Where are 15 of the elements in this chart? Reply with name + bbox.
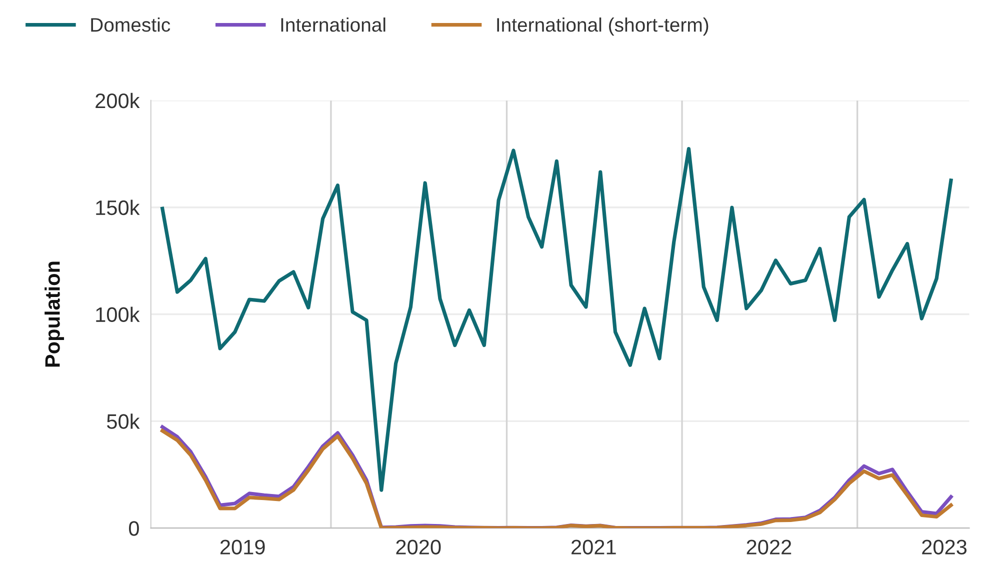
x-tick-label: 2019 (220, 540, 265, 554)
line-series (160, 146, 953, 492)
legend-label: International (281, 18, 386, 32)
y-tick-label: 100k (96, 306, 140, 322)
y-tick-label: 0 (128, 521, 139, 536)
y-tick-label: 150k (96, 200, 140, 216)
x-tick-label: 2023 (922, 540, 967, 554)
x-tick-label: 2021 (572, 540, 616, 554)
y-tick-label: 200k (96, 92, 140, 108)
y-axis-title: Population (44, 262, 64, 367)
legend-label: Domestic (91, 18, 170, 32)
y-tick-label: 50k (106, 414, 140, 429)
x-tick-label: 2020 (396, 540, 441, 554)
legend-label: International (short-term) (497, 18, 708, 36)
x-tick-label: 2022 (746, 540, 792, 554)
